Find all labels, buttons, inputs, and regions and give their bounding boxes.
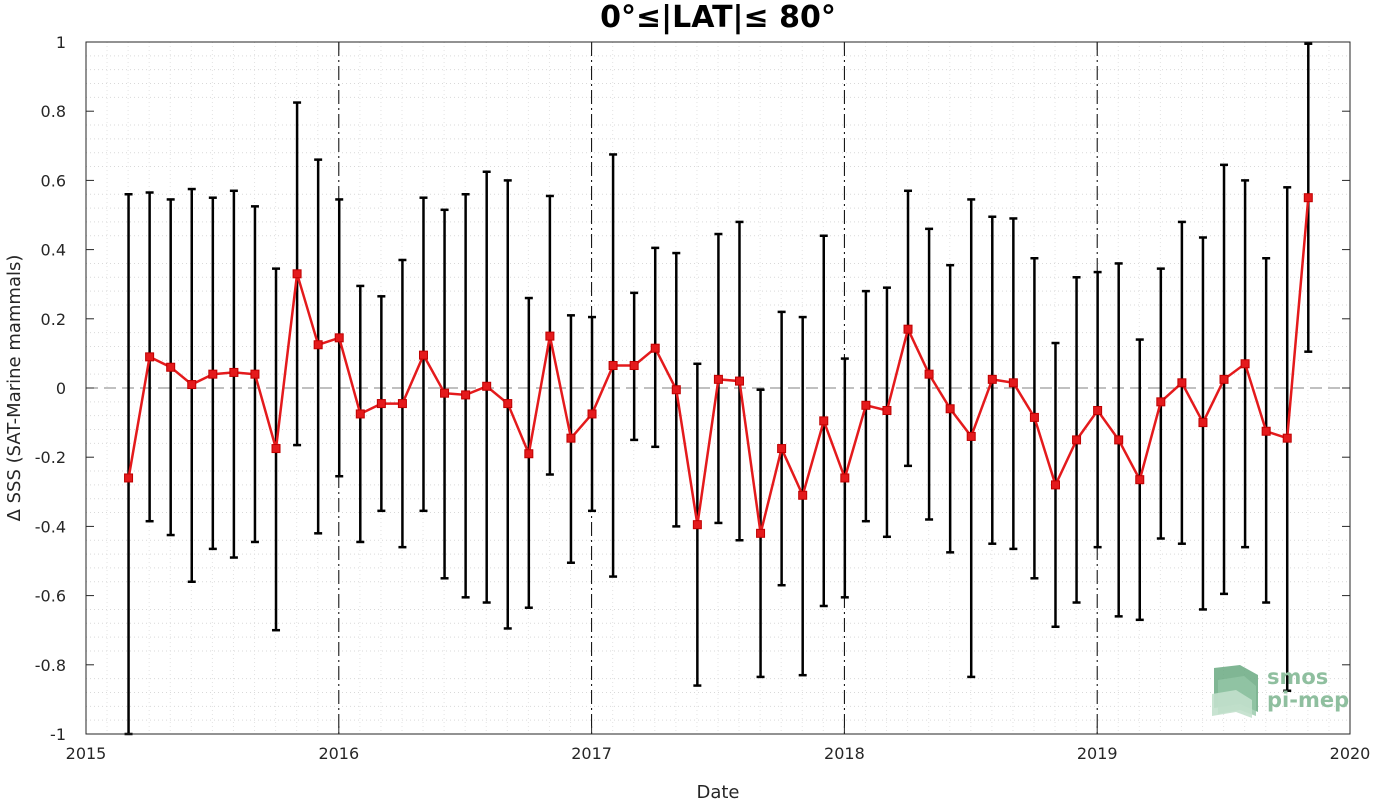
data-point [587, 409, 597, 419]
data-point [1240, 359, 1250, 369]
data-point [524, 449, 534, 459]
data-point [313, 340, 323, 350]
data-point [713, 374, 723, 384]
logo-text-pi-mep: pi-mep [1267, 688, 1349, 712]
logo-icon [1212, 665, 1258, 718]
data-point [1029, 412, 1039, 422]
y-tick-label: -0.2 [35, 448, 66, 467]
x-tick-label: 2015 [66, 744, 107, 763]
data-point [798, 490, 808, 500]
data-point [882, 405, 892, 415]
data-point [608, 361, 618, 371]
data-point [966, 431, 976, 441]
data-point [292, 269, 302, 279]
logo-text-smos: smos [1267, 665, 1328, 689]
x-tick-label: 2018 [824, 744, 865, 763]
data-point [903, 324, 913, 334]
data-point [1050, 480, 1060, 490]
data-point [503, 399, 513, 409]
smos-pi-mep-logo: smos pi-mep [1212, 665, 1349, 718]
data-point [650, 343, 660, 353]
data-point [355, 409, 365, 419]
data-point [545, 331, 555, 341]
data-point [145, 352, 155, 362]
y-tick-label: -0.8 [35, 656, 66, 675]
data-point [987, 374, 997, 384]
data-point [1219, 374, 1229, 384]
data-point [1008, 378, 1018, 388]
data-point [376, 399, 386, 409]
data-point [334, 333, 344, 343]
data-point [1093, 405, 1103, 415]
data-point [1072, 435, 1082, 445]
data-point [1282, 433, 1292, 443]
data-point [1303, 193, 1313, 203]
y-tick-label: 1 [56, 33, 66, 52]
data-point [945, 404, 955, 414]
data-point [566, 433, 576, 443]
chart-title: 0°≤|LAT|≤ 80° [600, 0, 836, 35]
data-point [1156, 397, 1166, 407]
data-point [692, 520, 702, 530]
data-point [861, 400, 871, 410]
data-point [461, 390, 471, 400]
data-point [208, 369, 218, 379]
data-point [124, 473, 134, 483]
data-point [756, 528, 766, 538]
y-tick-label: 0.2 [41, 310, 66, 329]
data-point [924, 369, 934, 379]
data-point [1198, 418, 1208, 428]
data-point [166, 362, 176, 372]
series-markers [124, 193, 1313, 538]
y-tick-label: 0.4 [41, 241, 66, 260]
x-tick-label: 2017 [571, 744, 612, 763]
y-tick-label: -0.4 [35, 517, 66, 536]
data-point [482, 381, 492, 391]
data-point [671, 385, 681, 395]
y-tick-label: 0.6 [41, 171, 66, 190]
y-tick-label: -1 [50, 725, 66, 744]
data-point [440, 388, 450, 398]
y-tick-label: 0.8 [41, 102, 66, 121]
data-point [734, 376, 744, 386]
data-point [187, 380, 197, 390]
x-tick-labels: 2015 2016 2017 2018 2019 2020 [66, 744, 1371, 763]
x-axis-label: Date [696, 782, 739, 801]
data-point [777, 444, 787, 454]
data-point [1261, 426, 1271, 436]
data-point [1114, 435, 1124, 445]
x-tick-label: 2019 [1077, 744, 1118, 763]
data-point [840, 473, 850, 483]
y-tick-label: 0 [56, 379, 66, 398]
x-tick-label: 2020 [1330, 744, 1371, 763]
data-point [271, 444, 281, 454]
y-tick-label: -0.6 [35, 587, 66, 606]
data-point [397, 399, 407, 409]
y-tick-labels: -1 -0.8 -0.6 -0.4 -0.2 0 0.2 0.4 0.6 0.8 1 [35, 33, 66, 744]
data-point [819, 416, 829, 426]
y-axis-label: Δ SSS (SAT-Marine mammals) [4, 255, 25, 522]
data-point [1135, 475, 1145, 485]
x-tick-label: 2016 [318, 744, 359, 763]
data-point [629, 361, 639, 371]
data-point [418, 350, 428, 360]
data-point [1177, 378, 1187, 388]
axis-ticks [85, 41, 1351, 735]
data-point [250, 369, 260, 379]
data-point [229, 367, 239, 377]
